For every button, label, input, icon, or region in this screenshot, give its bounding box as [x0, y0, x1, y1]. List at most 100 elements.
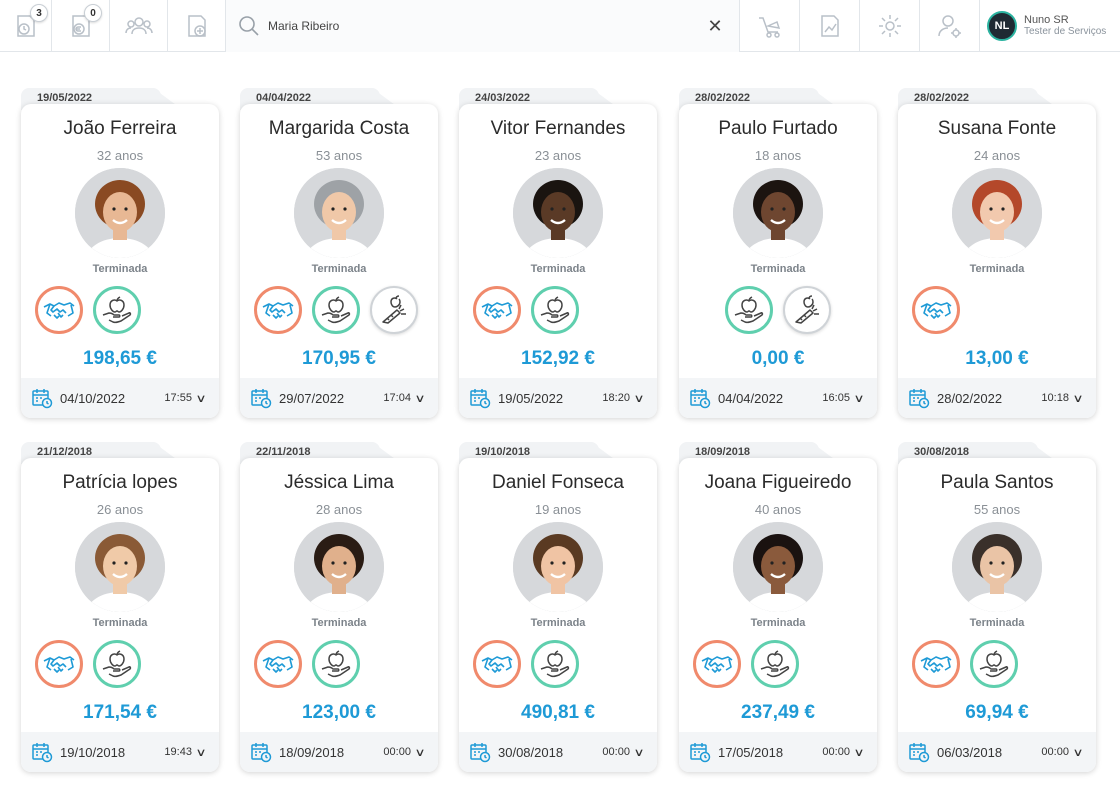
- chevron-down-icon[interactable]: ∨: [195, 746, 207, 759]
- status-label: Terminada: [750, 263, 806, 275]
- card-footer[interactable]: 04/04/2022 16:05 ∨: [679, 378, 877, 418]
- client-name: Paulo Furtado: [718, 118, 838, 139]
- person-avatar-icon: [75, 168, 165, 258]
- appointment-time: 18:20: [602, 392, 630, 404]
- client-photo: [513, 168, 603, 258]
- search-bar[interactable]: Maria Ribeiro ✕: [226, 0, 740, 52]
- billing-count-badge: 0: [84, 4, 102, 22]
- services-list: [912, 286, 960, 334]
- total-amount: 170,95 €: [302, 348, 376, 369]
- card-date: 21/12/2018: [37, 446, 93, 458]
- card-date: 19/05/2022: [37, 92, 93, 104]
- chevron-down-icon[interactable]: ∨: [195, 392, 207, 405]
- status-label: Terminada: [750, 617, 806, 629]
- person-avatar-icon: [952, 522, 1042, 612]
- user-role: Tester de Serviços: [1024, 26, 1107, 37]
- appointment-time: 17:04: [383, 392, 411, 404]
- user-settings-button[interactable]: [920, 0, 980, 52]
- calendar-clock-icon: [470, 743, 491, 763]
- total-amount: 0,00 €: [751, 348, 805, 369]
- handshake-service-icon: [254, 640, 302, 688]
- client-photo: [952, 522, 1042, 612]
- nutrition-service-icon: [751, 640, 799, 688]
- chevron-down-icon[interactable]: ∨: [853, 746, 865, 759]
- appointment-time: 16:05: [822, 392, 850, 404]
- total-amount: 152,92 €: [521, 348, 595, 369]
- reports-button[interactable]: [800, 0, 860, 52]
- card-footer[interactable]: 19/05/2022 18:20 ∨: [459, 378, 657, 418]
- euro-document-icon: [71, 15, 90, 37]
- appointment-time: 00:00: [602, 746, 630, 758]
- services-list: [912, 640, 1018, 688]
- status-label: Terminada: [92, 263, 148, 275]
- services-list: [35, 640, 141, 688]
- settings-button[interactable]: [860, 0, 920, 52]
- chevron-down-icon[interactable]: ∨: [1072, 746, 1084, 759]
- user-profile[interactable]: NL Nuno SR Tester de Serviços: [980, 0, 1120, 51]
- appointment-date: 19/10/2018: [60, 744, 126, 760]
- appointment-time: 17:55: [164, 392, 192, 404]
- services-list: [254, 640, 360, 688]
- card-body: Susana Fonte 24 anos Terminada 13,00 €: [898, 104, 1096, 418]
- search-input[interactable]: Maria Ribeiro: [268, 19, 340, 33]
- clear-search-icon[interactable]: ✕: [707, 15, 723, 36]
- pending-timer-button[interactable]: 3: [0, 0, 52, 52]
- client-age: 53 anos: [315, 148, 363, 163]
- handshake-service-icon: [693, 640, 741, 688]
- cart-button[interactable]: [740, 0, 800, 52]
- card-footer[interactable]: 18/09/2018 00:00 ∨: [240, 732, 438, 772]
- card-footer[interactable]: 19/10/2018 19:43 ∨: [21, 732, 219, 772]
- chevron-down-icon[interactable]: ∨: [853, 392, 865, 405]
- appointment-date: 19/05/2022: [498, 390, 564, 406]
- client-age: 40 anos: [754, 502, 802, 517]
- client-age: 23 anos: [534, 148, 582, 163]
- total-amount: 490,81 €: [521, 702, 595, 723]
- chevron-down-icon[interactable]: ∨: [414, 392, 426, 405]
- calendar-clock-icon: [470, 389, 491, 409]
- chevron-down-icon[interactable]: ∨: [633, 746, 645, 759]
- card-footer[interactable]: 30/08/2018 00:00 ∨: [459, 732, 657, 772]
- card-date: 19/10/2018: [475, 446, 531, 458]
- chevron-down-icon[interactable]: ∨: [633, 392, 645, 405]
- client-age: 55 anos: [973, 502, 1021, 517]
- chevron-down-icon[interactable]: ∨: [414, 746, 426, 759]
- client-photo: [733, 522, 823, 612]
- client-age: 18 anos: [754, 148, 802, 163]
- person-avatar-icon: [733, 168, 823, 258]
- client-photo: [733, 168, 823, 258]
- clients-button[interactable]: [110, 0, 168, 52]
- appointment-date: 18/09/2018: [279, 744, 345, 760]
- calendar-clock-icon: [251, 743, 272, 763]
- card-body: Paulo Furtado 18 anos Terminada 0,00 €: [679, 104, 877, 418]
- client-name: Jéssica Lima: [284, 472, 394, 493]
- services-list: [473, 286, 579, 334]
- services-list: [693, 640, 799, 688]
- new-document-button[interactable]: [168, 0, 226, 52]
- card-footer[interactable]: 06/03/2018 00:00 ∨: [898, 732, 1096, 772]
- billing-button[interactable]: 0: [52, 0, 110, 52]
- chevron-down-icon[interactable]: ∨: [1072, 392, 1084, 405]
- card-body: Margarida Costa 53 anos Terminada 170,95…: [240, 104, 438, 418]
- client-age: 32 anos: [96, 148, 144, 163]
- card-date: 18/09/2018: [695, 446, 751, 458]
- person-avatar-icon: [294, 168, 384, 258]
- avatar: NL: [987, 10, 1017, 41]
- status-label: Terminada: [530, 617, 586, 629]
- client-photo: [75, 168, 165, 258]
- card-footer[interactable]: 17/05/2018 00:00 ∨: [679, 732, 877, 772]
- card-footer[interactable]: 29/07/2022 17:04 ∨: [240, 378, 438, 418]
- appointment-time: 00:00: [1041, 746, 1069, 758]
- appointment-date: 06/03/2018: [937, 744, 1003, 760]
- client-name: Joana Figueiredo: [704, 472, 852, 493]
- card-footer[interactable]: 04/10/2022 17:55 ∨: [21, 378, 219, 418]
- client-name: Paula Santos: [940, 472, 1054, 493]
- user-name: Nuno SR: [1024, 14, 1069, 26]
- appointment-date: 04/10/2022: [60, 390, 126, 406]
- card-body: Paula Santos 55 anos Terminada 69,94 €: [898, 458, 1096, 772]
- services-list: [473, 640, 579, 688]
- services-list: [35, 286, 141, 334]
- card-footer[interactable]: 28/02/2022 10:18 ∨: [898, 378, 1096, 418]
- nutrition-service-icon: [970, 640, 1018, 688]
- top-toolbar: 3 0 Maria Ribeiro ✕ NL Nuno SR Tester de…: [0, 0, 1120, 52]
- card-body: Joana Figueiredo 40 anos Terminada 237,4…: [679, 458, 877, 772]
